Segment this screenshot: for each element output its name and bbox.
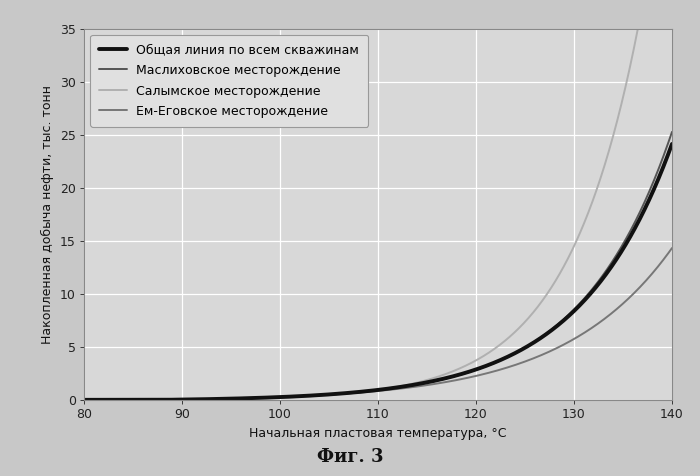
X-axis label: Начальная пластовая температура, °C: Начальная пластовая температура, °C [249,426,507,440]
Text: Фиг. 3: Фиг. 3 [316,448,384,466]
Legend: Общая линия по всем скважинам, Маслиховское месторождение, Салымское месторожден: Общая линия по всем скважинам, Маслиховс… [90,35,368,127]
Y-axis label: Накопленная добыча нефти, тыс. тонн: Накопленная добыча нефти, тыс. тонн [41,85,54,344]
